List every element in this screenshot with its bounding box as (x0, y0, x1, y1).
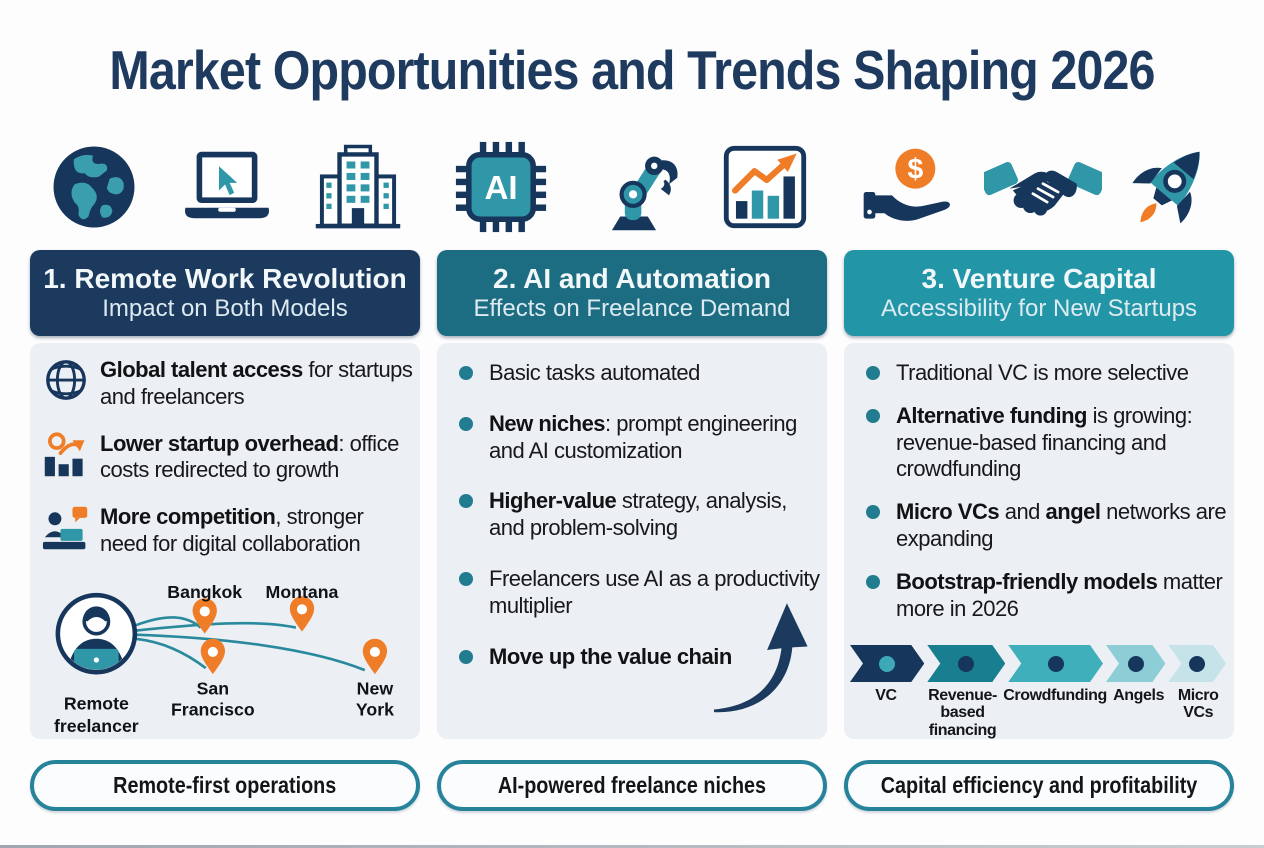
bullet-dot (459, 572, 473, 587)
person-label: freelancer (54, 716, 139, 736)
value-chain-arrow-icon (714, 603, 808, 713)
bullet-item: Traditional VC is more selective (866, 360, 1230, 387)
rocket-icon (1132, 151, 1200, 224)
stage-segment-angels (1106, 645, 1165, 682)
stage-label: Angels (1113, 687, 1165, 704)
bullet-item: Higher-value strategy, analysis, and pro… (459, 488, 823, 542)
bullet-dot (459, 366, 473, 380)
dollar-symbol: $ (907, 154, 923, 186)
header-subtitle: Accessibility for New Startups (880, 294, 1198, 322)
collaboration-icon (42, 507, 88, 550)
stage-dot (1128, 656, 1144, 672)
header-subtitle: Impact on Both Models (102, 294, 348, 322)
venture-capital-card: Traditional VC is more selective Alterna… (844, 343, 1234, 739)
remote-work-card: Global talent access for startups and fr… (30, 343, 420, 739)
stage-dot (958, 656, 974, 672)
stage-segment-vc (850, 645, 924, 682)
header-title: 2. AI and Automation (493, 262, 771, 294)
list-item: More competition, stronger need for digi… (42, 504, 414, 558)
cards-row: Global talent access for startups and fr… (0, 343, 1264, 739)
takeaway-pill-remote: Remote-first operations (30, 760, 420, 811)
handshake-icon (984, 162, 1102, 216)
icon-group-remote-work (30, 136, 420, 238)
funding-stage-labels: VC Revenue-based financing Crowdfunding A… (850, 687, 1226, 739)
item-text: More competition, stronger need for digi… (100, 504, 364, 557)
location-pin (289, 596, 315, 632)
globe-grid-icon (46, 360, 86, 400)
takeaway-pill-capital: Capital efficiency and profitability (844, 760, 1234, 811)
location-pin (362, 638, 388, 675)
location-label: Bangkok (167, 582, 242, 602)
robot-arm-icon (611, 156, 678, 231)
bullet-item: Micro VCs and angel networks are expandi… (866, 499, 1230, 553)
icon-group-venture-capital: $ (844, 136, 1234, 238)
bullet-item: Alternative funding is growing: revenue-… (866, 403, 1230, 483)
stage-segment-micro-vcs (1168, 645, 1226, 682)
pills-row: Remote-first operations AI-powered freel… (0, 760, 1264, 811)
item-text: Lower startup overhead: office costs red… (100, 430, 399, 483)
bottom-edge-line (0, 845, 1264, 848)
bullet-item: New niches: prompt engineering and AI cu… (459, 411, 823, 465)
person-label: Remote (64, 694, 129, 714)
ai-chip-label: AI (484, 170, 517, 207)
bullet-item: Basic tasks automated (459, 360, 823, 387)
header-title: 3. Venture Capital (921, 262, 1157, 294)
column-header-venture-capital: 3. Venture Capital Accessibility for New… (844, 250, 1234, 336)
stage-label: VC (875, 687, 897, 704)
laptop-cursor-icon (185, 151, 269, 219)
bullet-item: Freelancers use AI as a productivity mul… (459, 566, 823, 620)
location-pin (192, 598, 217, 634)
funding-stages-strip (850, 645, 1226, 682)
stage-segment-revenue-based (927, 645, 1005, 682)
bullet-item: Move up the value chain (459, 644, 823, 671)
office-building-icon (315, 144, 401, 229)
item-text: Global talent access for startups and fr… (100, 357, 413, 409)
bullet-dot (459, 416, 473, 431)
growth-chart-icon (723, 145, 807, 229)
headers-row: 1. Remote Work Revolution Impact on Both… (0, 250, 1264, 336)
bar-growth-icon (44, 432, 85, 476)
icon-row: AI (0, 136, 1264, 238)
page-title: Market Opportunities and Trends Shaping … (109, 39, 1155, 101)
stage-label: Crowdfunding (1003, 687, 1107, 704)
stage-label: Micro VCs (1177, 687, 1219, 722)
stage-dot (1189, 656, 1205, 672)
ai-chip-icon: AI (455, 141, 547, 233)
bullet-dot (459, 494, 473, 509)
remote-network-diagram: Bangkok Montana San Francisco New York R… (54, 582, 394, 736)
bullet-dot (866, 574, 880, 589)
stage-dot (1048, 656, 1064, 672)
list-item: Global talent access for startups and fr… (42, 357, 414, 411)
location-label: Francisco (171, 700, 255, 720)
header-subtitle: Effects on Freelance Demand (473, 294, 791, 322)
stage-dot (879, 656, 895, 672)
ai-automation-card: Basic tasks automated New niches: prompt… (437, 343, 827, 739)
bullet-dot (459, 649, 473, 664)
stage-segment-crowdfunding (1008, 645, 1103, 682)
location-label: San (197, 678, 230, 698)
location-pin (200, 638, 225, 675)
column-header-ai-automation: 2. AI and Automation Effects on Freelanc… (437, 250, 827, 336)
globe-icon (53, 146, 135, 228)
location-label: New (357, 678, 394, 698)
stage-label: Revenue-based financing (928, 687, 997, 739)
list-item: Lower startup overhead: office costs red… (42, 431, 414, 485)
takeaway-pill-ai: AI-powered freelance niches (437, 760, 827, 811)
bullet-dot (866, 505, 880, 520)
dollar-hand-icon: $ (863, 148, 950, 221)
column-header-remote-work: 1. Remote Work Revolution Impact on Both… (30, 250, 420, 336)
location-label: Montana (266, 582, 339, 602)
bullet-dot (866, 408, 880, 423)
icon-group-ai-automation: AI (437, 136, 827, 238)
location-label: York (356, 700, 394, 720)
header-title: 1. Remote Work Revolution (43, 262, 407, 294)
bullet-item: Bootstrap-friendly models matter more in… (866, 569, 1230, 623)
bullet-dot (866, 366, 880, 380)
